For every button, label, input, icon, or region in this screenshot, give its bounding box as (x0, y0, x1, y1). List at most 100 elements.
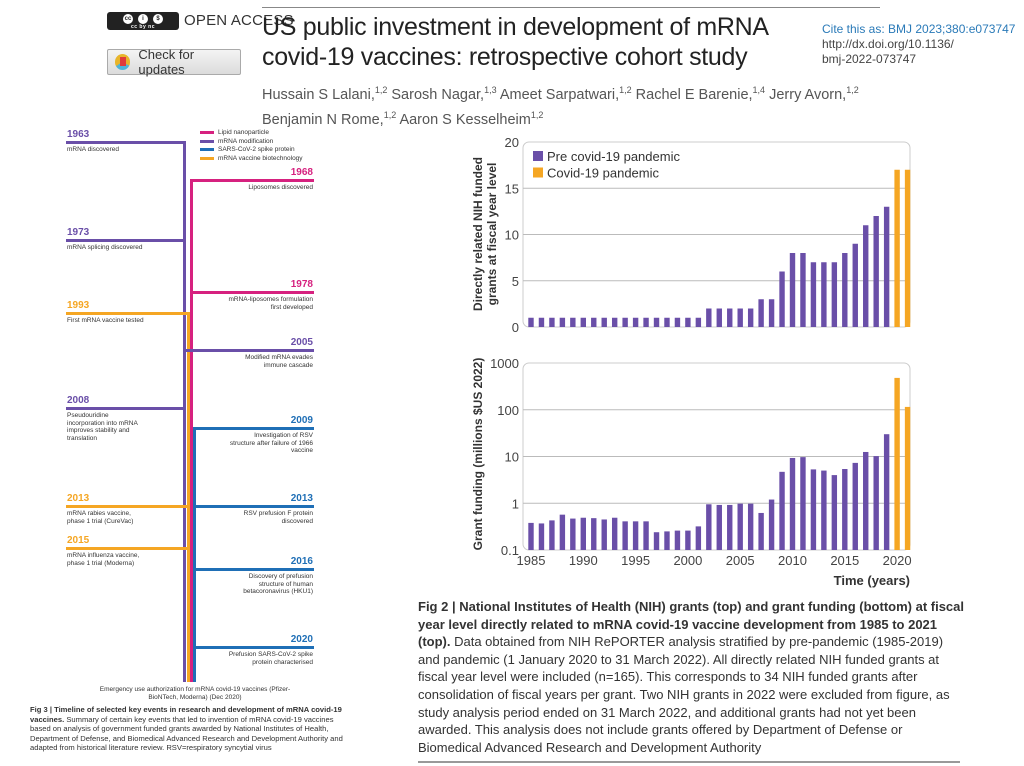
timeline-connector (193, 505, 314, 508)
timeline-event-text: Investigation of RSV structure after fai… (229, 432, 313, 454)
author-list: Hussain S Lalani,1,2 Sarosh Nagar,1,3 Am… (262, 80, 882, 130)
bar-2004 (727, 308, 733, 327)
bar-1990 (580, 517, 586, 550)
fig2-caption-text: Data obtained from NIH RePORTER analysis… (418, 634, 950, 755)
bar-2000 (685, 530, 691, 550)
timeline-year: 2005 (290, 337, 313, 348)
bar-2019 (883, 434, 890, 550)
legend-label: Lipid nanoparticle (218, 129, 269, 136)
bar-2018 (873, 216, 879, 327)
timeline-event-text: mRNA splicing discovered (67, 244, 143, 251)
author-affiliation: 1,2 (383, 109, 397, 120)
author: Rachel E Barenie,1,4 (636, 85, 765, 103)
bar-2020 (894, 169, 900, 327)
timeline-event-text: Discovery of prefusion structure of huma… (243, 573, 313, 595)
timeline-connector (66, 505, 187, 508)
timeline-connector (193, 568, 314, 571)
timeline-event-text: Liposomes discovered (248, 184, 313, 191)
timeline-year: 2015 (67, 535, 90, 546)
cc-icon-row: cc i $ (122, 13, 164, 25)
timeline-connector (193, 427, 314, 430)
bar-2005 (737, 308, 743, 327)
timeline-event-text: RSV prefusion F protein discovered (243, 510, 313, 525)
author: Jerry Avorn,1,2 (769, 85, 859, 103)
bar-1986 (538, 317, 545, 327)
legend-item: SARS-CoV-2 spike protein (200, 146, 295, 153)
fig2-caption-label: Fig 2 | National Institutes of Health (N… (418, 599, 965, 650)
timeline-event-text: First mRNA vaccine tested (67, 317, 144, 324)
bar-1994 (622, 521, 628, 550)
bar-1988 (559, 514, 566, 550)
author-affiliation: 1,3 (484, 85, 497, 95)
author-affiliation: 1,2 (374, 85, 388, 95)
x-axis-label: Time (years) (834, 573, 910, 588)
author-name: Ameet Sarpatwari, (499, 86, 620, 103)
y-tick-label: 20 (505, 135, 519, 150)
bar-2009 (779, 271, 785, 327)
bar-1991 (591, 518, 597, 550)
legend-item: Lipid nanoparticle (200, 129, 269, 136)
timeline-year: 1993 (67, 300, 90, 311)
bar-1999 (674, 530, 681, 550)
doi-link-line1[interactable]: http://dx.doi.org/10.1136/ (822, 37, 954, 51)
check-for-updates-button[interactable]: Check for updates (107, 47, 241, 77)
timeline-year: 2009 (290, 415, 313, 426)
bar-2016 (852, 462, 858, 550)
legend-label: mRNA vaccine biotechnology (218, 154, 303, 162)
timeline-connector (183, 349, 314, 352)
timeline-event-text: Modified mRNA evades immune cascade (245, 354, 313, 369)
legend-swatch (200, 148, 214, 151)
y-axis-label-line1: Directly related NIH funded (471, 157, 485, 311)
author-affiliation: 1,2 (530, 109, 544, 120)
timeline-event-text: mRNA-liposomes formulation first develop… (228, 296, 313, 311)
bar-2020 (894, 377, 900, 550)
timeline-year: 2013 (67, 493, 90, 504)
timeline-connector (190, 291, 314, 294)
y-tick-label: 0 (512, 320, 519, 335)
x-tick-label: 2005 (726, 553, 755, 568)
bar-2019 (883, 206, 890, 327)
bar-2003 (716, 308, 722, 327)
timeline-year: 1978 (290, 279, 313, 290)
bar-2014 (831, 262, 838, 327)
timeline-connector (66, 239, 183, 242)
bar-1988 (559, 317, 566, 327)
cc-icon: cc (122, 13, 134, 25)
x-tick-label: 2015 (830, 553, 859, 568)
fig2-caption: Fig 2 | National Institutes of Health (N… (418, 598, 968, 756)
open-access-label: OPEN ACCESS (184, 12, 294, 29)
timeline-event-text: Prefusion SARS-CoV-2 spike protein chara… (228, 651, 313, 666)
timeline-spine-spike (193, 427, 196, 682)
bar-2008 (768, 499, 775, 550)
legend-item: mRNA vaccine biotechnology (200, 155, 303, 162)
bar-2002 (706, 504, 712, 550)
y-tick-label: 1 (512, 496, 519, 511)
check-updates-label: Check for updates (138, 47, 195, 77)
bar-1987 (549, 317, 555, 327)
bar-2004 (727, 504, 733, 550)
timeline-year: 2013 (290, 493, 313, 504)
doi-link-line2[interactable]: bmj-2022-073747 (822, 52, 917, 66)
grants-count-chart: 0 5 10 15 20 Directly related NIH funded grant… (471, 135, 911, 335)
header-divider (262, 7, 880, 8)
article-title: US public investment in development of m… (262, 13, 768, 71)
timeline-end-note: Emergency use authorization for mRNA cov… (99, 686, 291, 701)
timeline-spine-vaccine (187, 312, 190, 682)
x-tick-label: 1985 (517, 553, 546, 568)
bar-2010 (789, 253, 796, 327)
bar-1996 (643, 521, 649, 550)
bar-2007 (758, 299, 764, 327)
legend-item: mRNA modification (200, 138, 273, 145)
bar-2008 (768, 299, 775, 327)
timeline-year: 2008 (67, 395, 90, 406)
bar-2017 (863, 451, 869, 550)
y-tick-label: 10 (505, 228, 519, 243)
bar-1993 (611, 517, 618, 550)
fig3-caption-text: Summary of certain key events that led t… (30, 714, 343, 753)
timeline-connector (190, 179, 314, 182)
bar-1989 (570, 317, 576, 327)
bar-1994 (622, 317, 628, 327)
legend-swatch (200, 156, 214, 160)
y-tick-label: 10 (505, 450, 519, 465)
bar-1997 (653, 317, 660, 327)
